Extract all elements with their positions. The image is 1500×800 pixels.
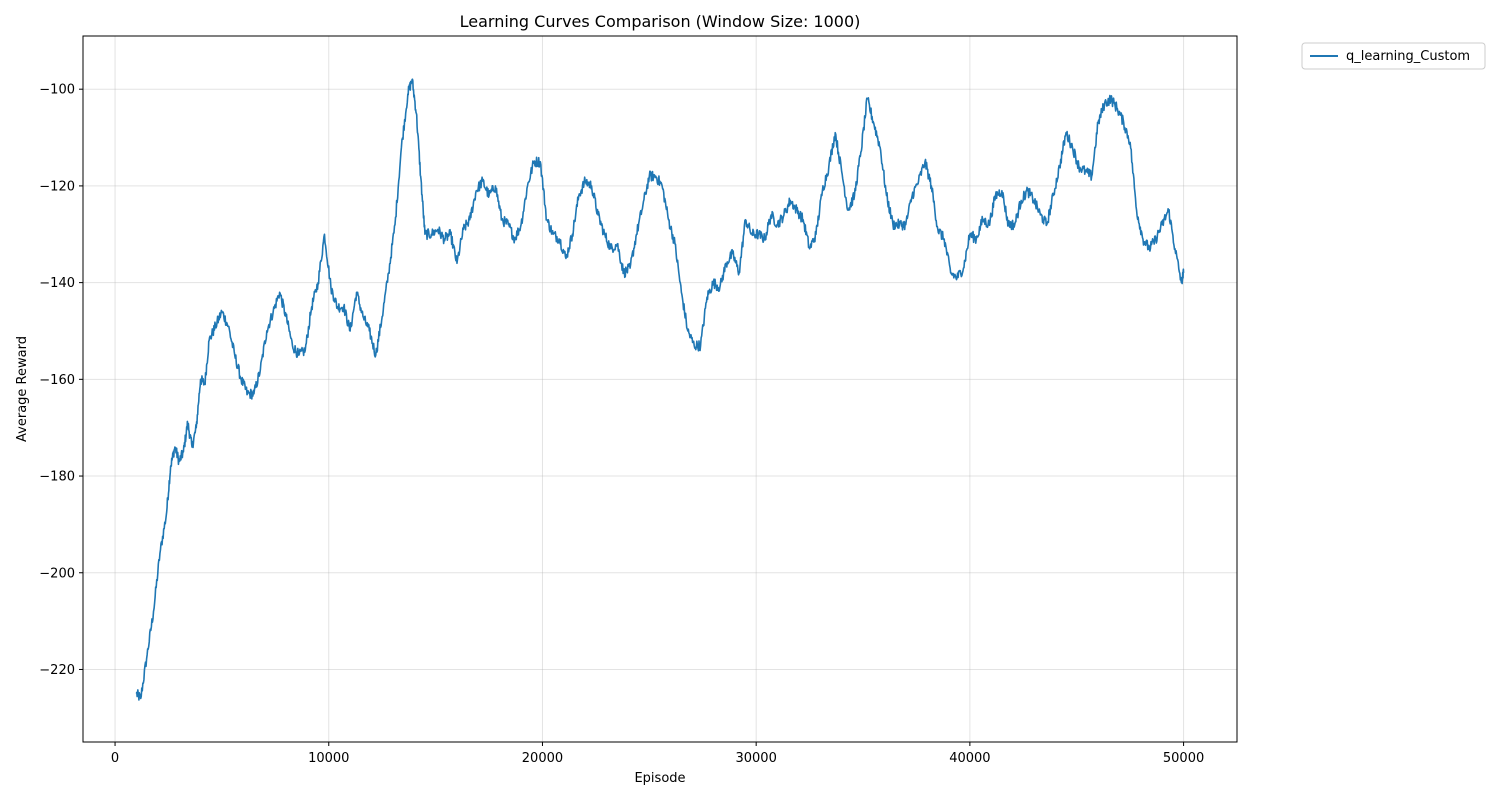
y-tick-label: −200: [39, 566, 75, 581]
legend-label-q-learning-custom: q_learning_Custom: [1346, 49, 1470, 64]
series-layer: [135, 78, 1185, 701]
y-tick-label: −100: [39, 83, 75, 98]
x-tick-label: 0: [111, 751, 119, 766]
series-line-0: [135, 78, 1185, 701]
y-tick-label: −160: [39, 373, 75, 388]
x-axis-title: Episode: [634, 771, 685, 786]
y-tick-label: −140: [39, 276, 75, 291]
y-axis-ticks: −220 −200 −180 −160 −140 −120 −100: [39, 83, 83, 678]
grid-lines: [83, 36, 1237, 742]
x-axis-ticks: 0 10000 20000 30000 40000 50000: [111, 742, 1204, 766]
chart-title: Learning Curves Comparison (Window Size:…: [460, 12, 861, 31]
x-tick-label: 50000: [1163, 751, 1204, 766]
y-axis-title: Average Reward: [15, 336, 30, 442]
y-tick-label: −220: [39, 663, 75, 678]
x-tick-label: 20000: [522, 751, 563, 766]
x-tick-label: 10000: [308, 751, 349, 766]
y-tick-label: −120: [39, 179, 75, 194]
y-tick-label: −180: [39, 470, 75, 485]
x-tick-label: 40000: [949, 751, 990, 766]
x-tick-label: 30000: [735, 751, 776, 766]
legend-box: [1301, 42, 1486, 70]
legend: q_learning_Custom: [1301, 42, 1486, 70]
plot-area-frame: [82, 35, 1238, 743]
